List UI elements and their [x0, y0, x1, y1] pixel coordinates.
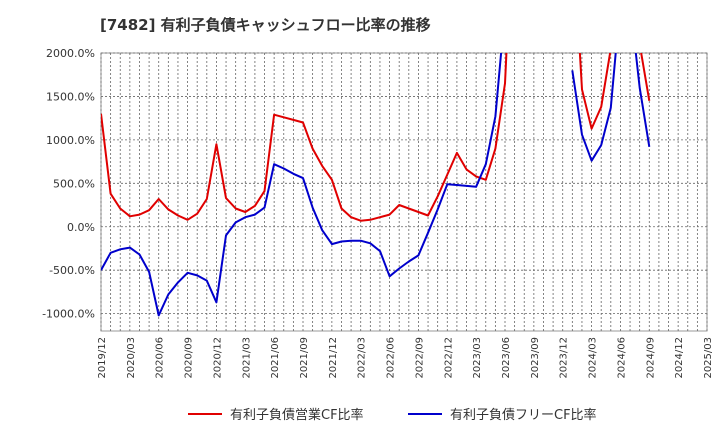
x-tick-label: 2024/09: [645, 337, 656, 379]
y-tick-label: 0.0%: [67, 221, 95, 234]
x-axis: 2019/12 2020/03 2020/06 2020/09 2020/12 2021/…: [97, 337, 714, 379]
x-tick-label: 2022/06: [386, 337, 397, 379]
x-tick-label: 2021/06: [270, 337, 281, 379]
x-tick-label: 2020/12: [212, 337, 223, 379]
legend-label-2: 有利子負債フリーCF比率: [450, 407, 597, 423]
y-tick-label: 1000.0%: [46, 134, 95, 147]
x-tick-label: 2023/06: [501, 337, 512, 379]
y-tick-label: -500.0%: [49, 264, 95, 277]
x-tick-label: 2023/03: [472, 337, 483, 379]
legend: 有利子負債営業CF比率 有利子負債フリーCF比率: [188, 407, 597, 423]
series-line-1: [578, 53, 651, 130]
x-tick-label: 2022/12: [443, 337, 454, 379]
series-line-2: [571, 53, 651, 162]
x-tick-label: 2022/03: [357, 337, 368, 379]
x-tick-label: 2025/03: [703, 337, 714, 379]
x-tick-label: 2020/09: [184, 337, 195, 379]
series-group: [101, 53, 651, 317]
x-tick-label: 2019/12: [97, 337, 108, 379]
legend-label-1: 有利子負債営業CF比率: [230, 407, 364, 423]
series-line-2: [101, 53, 503, 317]
grid-lines: [100, 52, 708, 331]
x-tick-label: 2023/12: [559, 337, 570, 379]
x-tick-label: 2024/03: [588, 337, 599, 379]
x-tick-label: 2024/06: [616, 337, 627, 379]
x-tick-label: 2021/09: [299, 337, 310, 379]
x-tick-label: 2020/06: [155, 337, 166, 379]
y-tick-label: -1000.0%: [42, 308, 95, 321]
x-tick-label: 2024/12: [674, 337, 685, 379]
x-tick-label: 2023/09: [530, 337, 541, 379]
y-axis: 2000.0% 1500.0% 1000.0% 500.0% 0.0% -500.0% -1…: [42, 47, 95, 321]
series-line-1: [101, 53, 508, 222]
plot-frame: [100, 52, 708, 332]
chart-title: [7482] 有利子負債キャッシュフロー比率の推移: [100, 16, 431, 34]
x-tick-label: 2021/03: [241, 337, 252, 379]
x-tick-label: 2021/12: [328, 337, 339, 379]
x-tick-label: 2022/09: [414, 337, 425, 379]
y-tick-label: 1500.0%: [46, 90, 95, 103]
y-tick-label: 2000.0%: [46, 47, 95, 60]
x-tick-label: 2020/03: [126, 337, 137, 379]
y-tick-label: 500.0%: [53, 177, 95, 190]
